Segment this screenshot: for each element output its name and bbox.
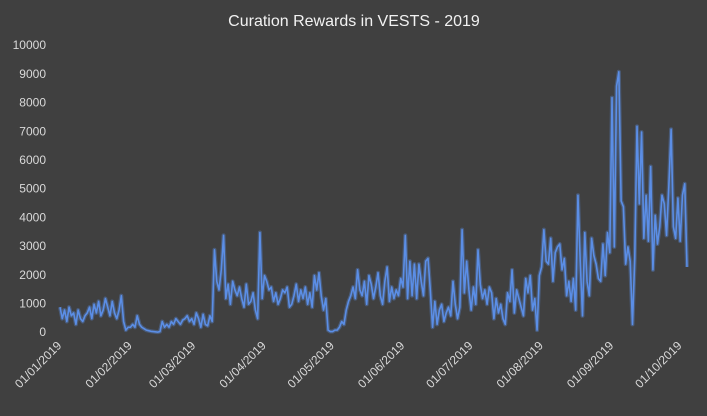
line	[59, 71, 688, 333]
chart-title: Curation Rewards in VESTS - 2019	[228, 13, 480, 30]
y-tick-label: 8000	[19, 96, 46, 110]
y-tick-label: 4000	[19, 210, 46, 224]
y-tick-label: 3000	[19, 239, 46, 253]
y-tick-label: 7000	[19, 124, 46, 138]
y-tick-label: 5000	[19, 182, 46, 196]
y-tick-label: 9000	[19, 67, 46, 81]
y-tick-label: 10000	[13, 38, 47, 52]
y-tick-label: 6000	[19, 153, 46, 167]
y-tick-label: 0	[39, 325, 46, 339]
y-tick-label: 2000	[19, 268, 46, 282]
y-tick-label: 1000	[19, 296, 46, 310]
